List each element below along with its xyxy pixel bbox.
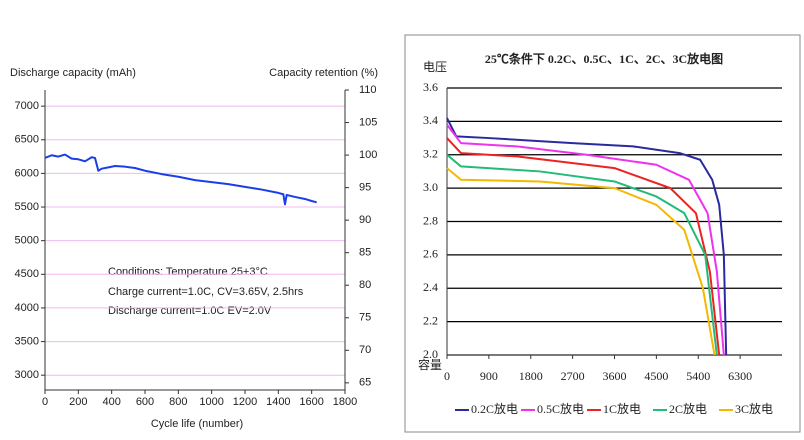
y-tick-label: 2.0 <box>423 347 438 361</box>
x-tick-label: 1800 <box>519 369 543 383</box>
x-tick-label: 0 <box>42 396 48 408</box>
data-line <box>446 153 718 356</box>
legend-label: 1C放电 <box>603 401 641 416</box>
annotation: Discharge current=1.0C EV=2.0V <box>108 305 272 317</box>
data-line <box>446 137 721 356</box>
x-tick-label: 800 <box>169 396 187 408</box>
legend-label: 0.5C放电 <box>537 401 584 416</box>
y-axis-label: 电压 <box>423 60 447 74</box>
y2-tick-label: 75 <box>359 312 371 324</box>
y-tick-label: 3.6 <box>423 80 438 94</box>
y-tick-label: 2.2 <box>423 313 438 327</box>
y2-tick-label: 65 <box>359 377 371 389</box>
annotation: Conditions: Temperature 25+3°C <box>108 266 268 278</box>
right-chart: 25℃条件下 0.2C、0.5C、1C、2C、3C放电图 电压 容量 2.0 2.… <box>404 34 801 433</box>
x-tick-label: 3600 <box>603 369 627 383</box>
y-tick-label: 5000 <box>15 235 39 247</box>
y2-tick-label: 70 <box>359 344 371 356</box>
y-tick-label: 2.8 <box>423 213 438 227</box>
y-axis-label: Discharge capacity (mAh) <box>10 67 136 79</box>
x-tick-label: 4500 <box>644 369 668 383</box>
y-tick-label: 4500 <box>15 268 39 280</box>
y2-tick-label: 85 <box>359 247 371 259</box>
x-tick-label: 2700 <box>561 369 585 383</box>
y-tick-label: 5500 <box>15 201 39 213</box>
x-tick-label: 600 <box>136 396 154 408</box>
y2-tick-label: 95 <box>359 182 371 194</box>
annotation: Charge current=1.0C, CV=3.65V, 2.5hrs <box>108 286 304 298</box>
x-tick-label: 900 <box>480 369 498 383</box>
y-tick-label: 3.0 <box>423 180 438 194</box>
y-tick-label: 3.2 <box>423 147 438 161</box>
y2-tick-label: 90 <box>359 214 371 226</box>
y-tick-label: 3000 <box>15 369 39 381</box>
y2-tick-label: 100 <box>359 149 377 161</box>
x-tick-label: 1000 <box>199 396 223 408</box>
y2-tick-label: 110 <box>359 84 377 96</box>
x-tick-label: 400 <box>102 396 120 408</box>
y-tick-label: 6500 <box>15 134 39 146</box>
y2-axis-label: Capacity retention (%) <box>269 67 378 79</box>
x-tick-label: 1600 <box>299 396 323 408</box>
legend-label: 2C放电 <box>669 401 707 416</box>
data-line <box>44 153 317 206</box>
x-axis-label: 容量 <box>418 357 442 372</box>
left-chart: Discharge capacity (mAh) Capacity retent… <box>10 67 378 430</box>
x-tick-label: 0 <box>444 369 450 383</box>
chart-frame <box>404 34 801 433</box>
x-tick-label: 1200 <box>233 396 257 408</box>
x-tick-label: 6300 <box>728 369 752 383</box>
x-tick-label: 200 <box>69 396 87 408</box>
y2-tick-label: 80 <box>359 279 371 291</box>
x-tick-label: 1400 <box>266 396 290 408</box>
y-tick-label: 3.4 <box>423 113 438 127</box>
y-tick-label: 6000 <box>15 167 39 179</box>
y-tick-label: 7000 <box>15 100 39 112</box>
data-line <box>446 117 728 356</box>
y-tick-label: 3500 <box>15 335 39 347</box>
y-tick-label: 2.4 <box>423 280 438 294</box>
chart-title: 25℃条件下 0.2C、0.5C、1C、2C、3C放电图 <box>485 51 723 66</box>
x-tick-label: 1800 <box>333 396 357 408</box>
legend-label: 0.2C放电 <box>471 401 518 416</box>
x-tick-label: 5400 <box>686 369 710 383</box>
data-line <box>446 124 725 356</box>
y-tick-label: 2.6 <box>423 247 438 261</box>
legend-label: 3C放电 <box>735 401 773 416</box>
y-tick-label: 4000 <box>15 302 39 314</box>
data-line <box>446 167 716 356</box>
x-axis-label: Cycle life (number) <box>151 418 243 430</box>
y2-tick-label: 105 <box>359 116 377 128</box>
